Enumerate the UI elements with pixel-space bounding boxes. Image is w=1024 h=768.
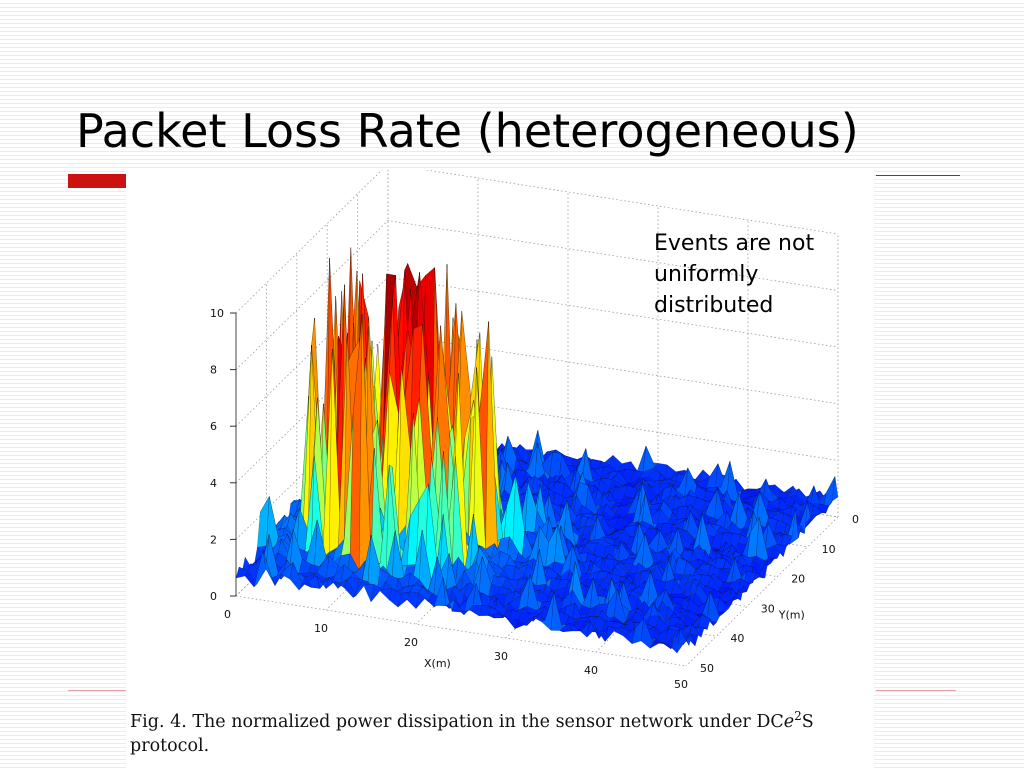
y-tick-label: 20 — [791, 573, 805, 586]
z-tick-label: 2 — [210, 533, 217, 546]
z-tick-label: 0 — [210, 590, 217, 603]
z-tick-label: 10 — [210, 307, 224, 320]
annotation: Events are not uniformly distributed — [654, 228, 874, 321]
caption-italic: e — [783, 711, 795, 732]
axis-labels: 0 2 4 6 8 10 0 10 20 30 40 50 0 10 20 30 40 50 X(m) Y(m) — [210, 307, 859, 691]
z-tick-label: 6 — [210, 420, 217, 433]
x-tick-label: 20 — [404, 636, 418, 649]
x-tick-label: 10 — [314, 622, 328, 635]
caption-text: Fig. 4. The normalized power dissipation… — [130, 711, 784, 732]
title-accent-line — [876, 175, 960, 176]
x-tick-label: 50 — [674, 678, 688, 691]
caption-line-2: protocol. — [130, 735, 210, 756]
x-tick-label: 40 — [584, 664, 598, 677]
grid-line-floor — [685, 516, 839, 667]
x-tick-label: 30 — [494, 650, 508, 663]
surface — [235, 247, 839, 654]
annotation-line-2: uniformly distributed — [654, 262, 774, 318]
slide-title: Packet Loss Rate (heterogeneous) — [76, 104, 859, 158]
figure-caption: Fig. 4. The normalized power dissipation… — [130, 704, 870, 758]
z-tick-label: 8 — [210, 364, 217, 377]
caption-superscript: 2 — [794, 709, 802, 723]
y-axis-label: Y(m) — [778, 608, 805, 621]
annotation-line-1: Events are not — [654, 231, 815, 256]
y-tick-label: 30 — [761, 602, 775, 615]
grid-line-z — [235, 220, 839, 370]
grid-line-z — [235, 170, 839, 314]
x-axis-label: X(m) — [424, 657, 451, 670]
y-tick-label: 10 — [822, 543, 836, 556]
y-tick-label: 40 — [730, 632, 744, 645]
footer-accent-line-right — [876, 690, 956, 691]
y-tick-label: 50 — [700, 662, 714, 675]
z-tick-label: 4 — [210, 477, 217, 490]
y-tick-label: 0 — [852, 513, 859, 526]
title-accent-bar — [68, 174, 126, 188]
x-tick-label: 0 — [224, 608, 231, 621]
surface-patch — [676, 628, 690, 654]
figure-panel: 0 2 4 6 8 10 0 10 20 30 40 50 0 10 20 30 40 50 X(m) Y(m) Ev… — [126, 170, 874, 768]
surface-plot: 0 2 4 6 8 10 0 10 20 30 40 50 0 10 20 30 40 50 X(m) Y(m) — [210, 170, 859, 691]
caption-suffix: S — [801, 711, 814, 732]
footer-accent-line-left — [68, 690, 126, 691]
